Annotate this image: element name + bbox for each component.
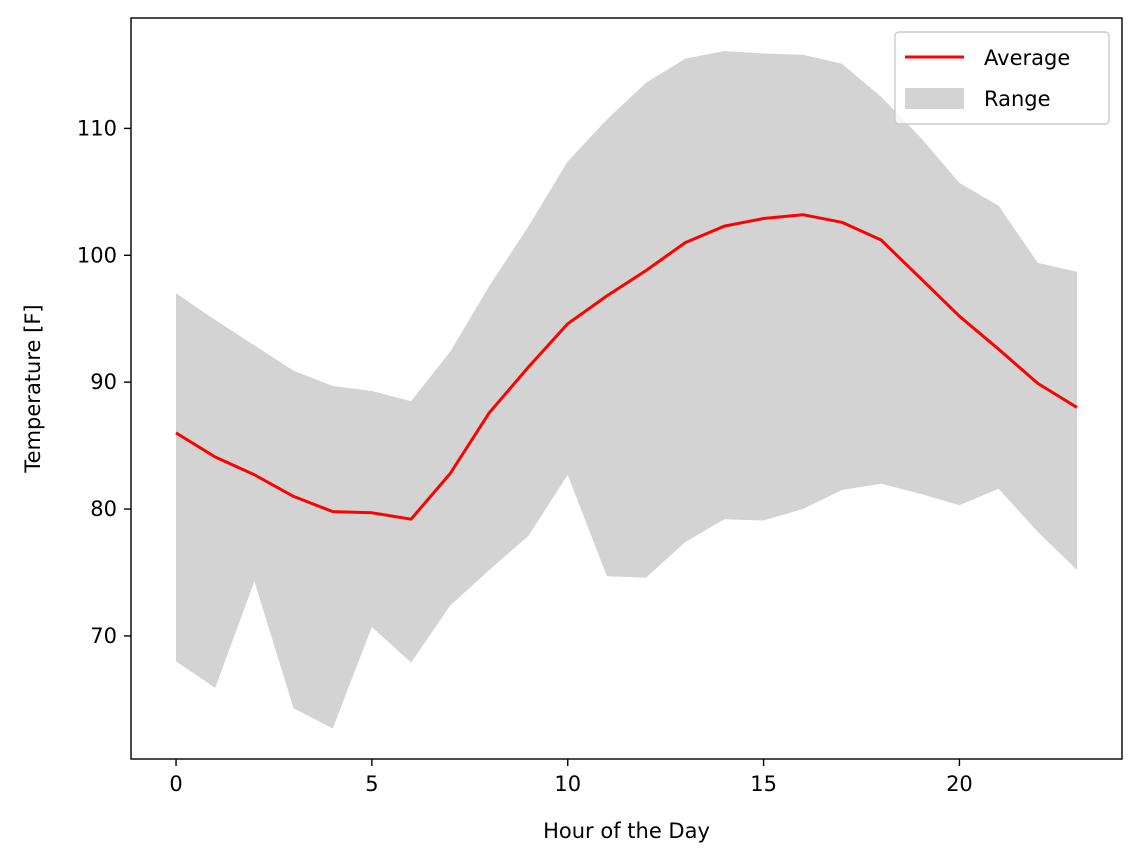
average-line [175, 213, 1078, 521]
legend-label-average: Average [984, 46, 1070, 70]
y-tick-label: 110 [77, 116, 117, 140]
y-tick-label: 80 [90, 497, 117, 521]
y-axis-label: Temperature [F] [21, 304, 45, 473]
y-tick-label: 90 [90, 370, 117, 394]
x-tick-label: 20 [946, 772, 973, 796]
x-tick-label: 5 [365, 772, 378, 796]
legend-label-range: Range [984, 87, 1051, 111]
x-tick-label: 0 [169, 772, 182, 796]
range-band [176, 51, 1077, 729]
y-tick-label: 100 [77, 243, 117, 267]
x-tick-label: 10 [554, 772, 581, 796]
x-tick-label: 15 [750, 772, 777, 796]
legend-swatch-range [905, 88, 964, 109]
x-axis-label: Hour of the Day [543, 819, 710, 843]
axes-frame [130, 17, 1123, 760]
y-tick-label: 70 [90, 624, 117, 648]
legend: Average Range [894, 31, 1110, 125]
